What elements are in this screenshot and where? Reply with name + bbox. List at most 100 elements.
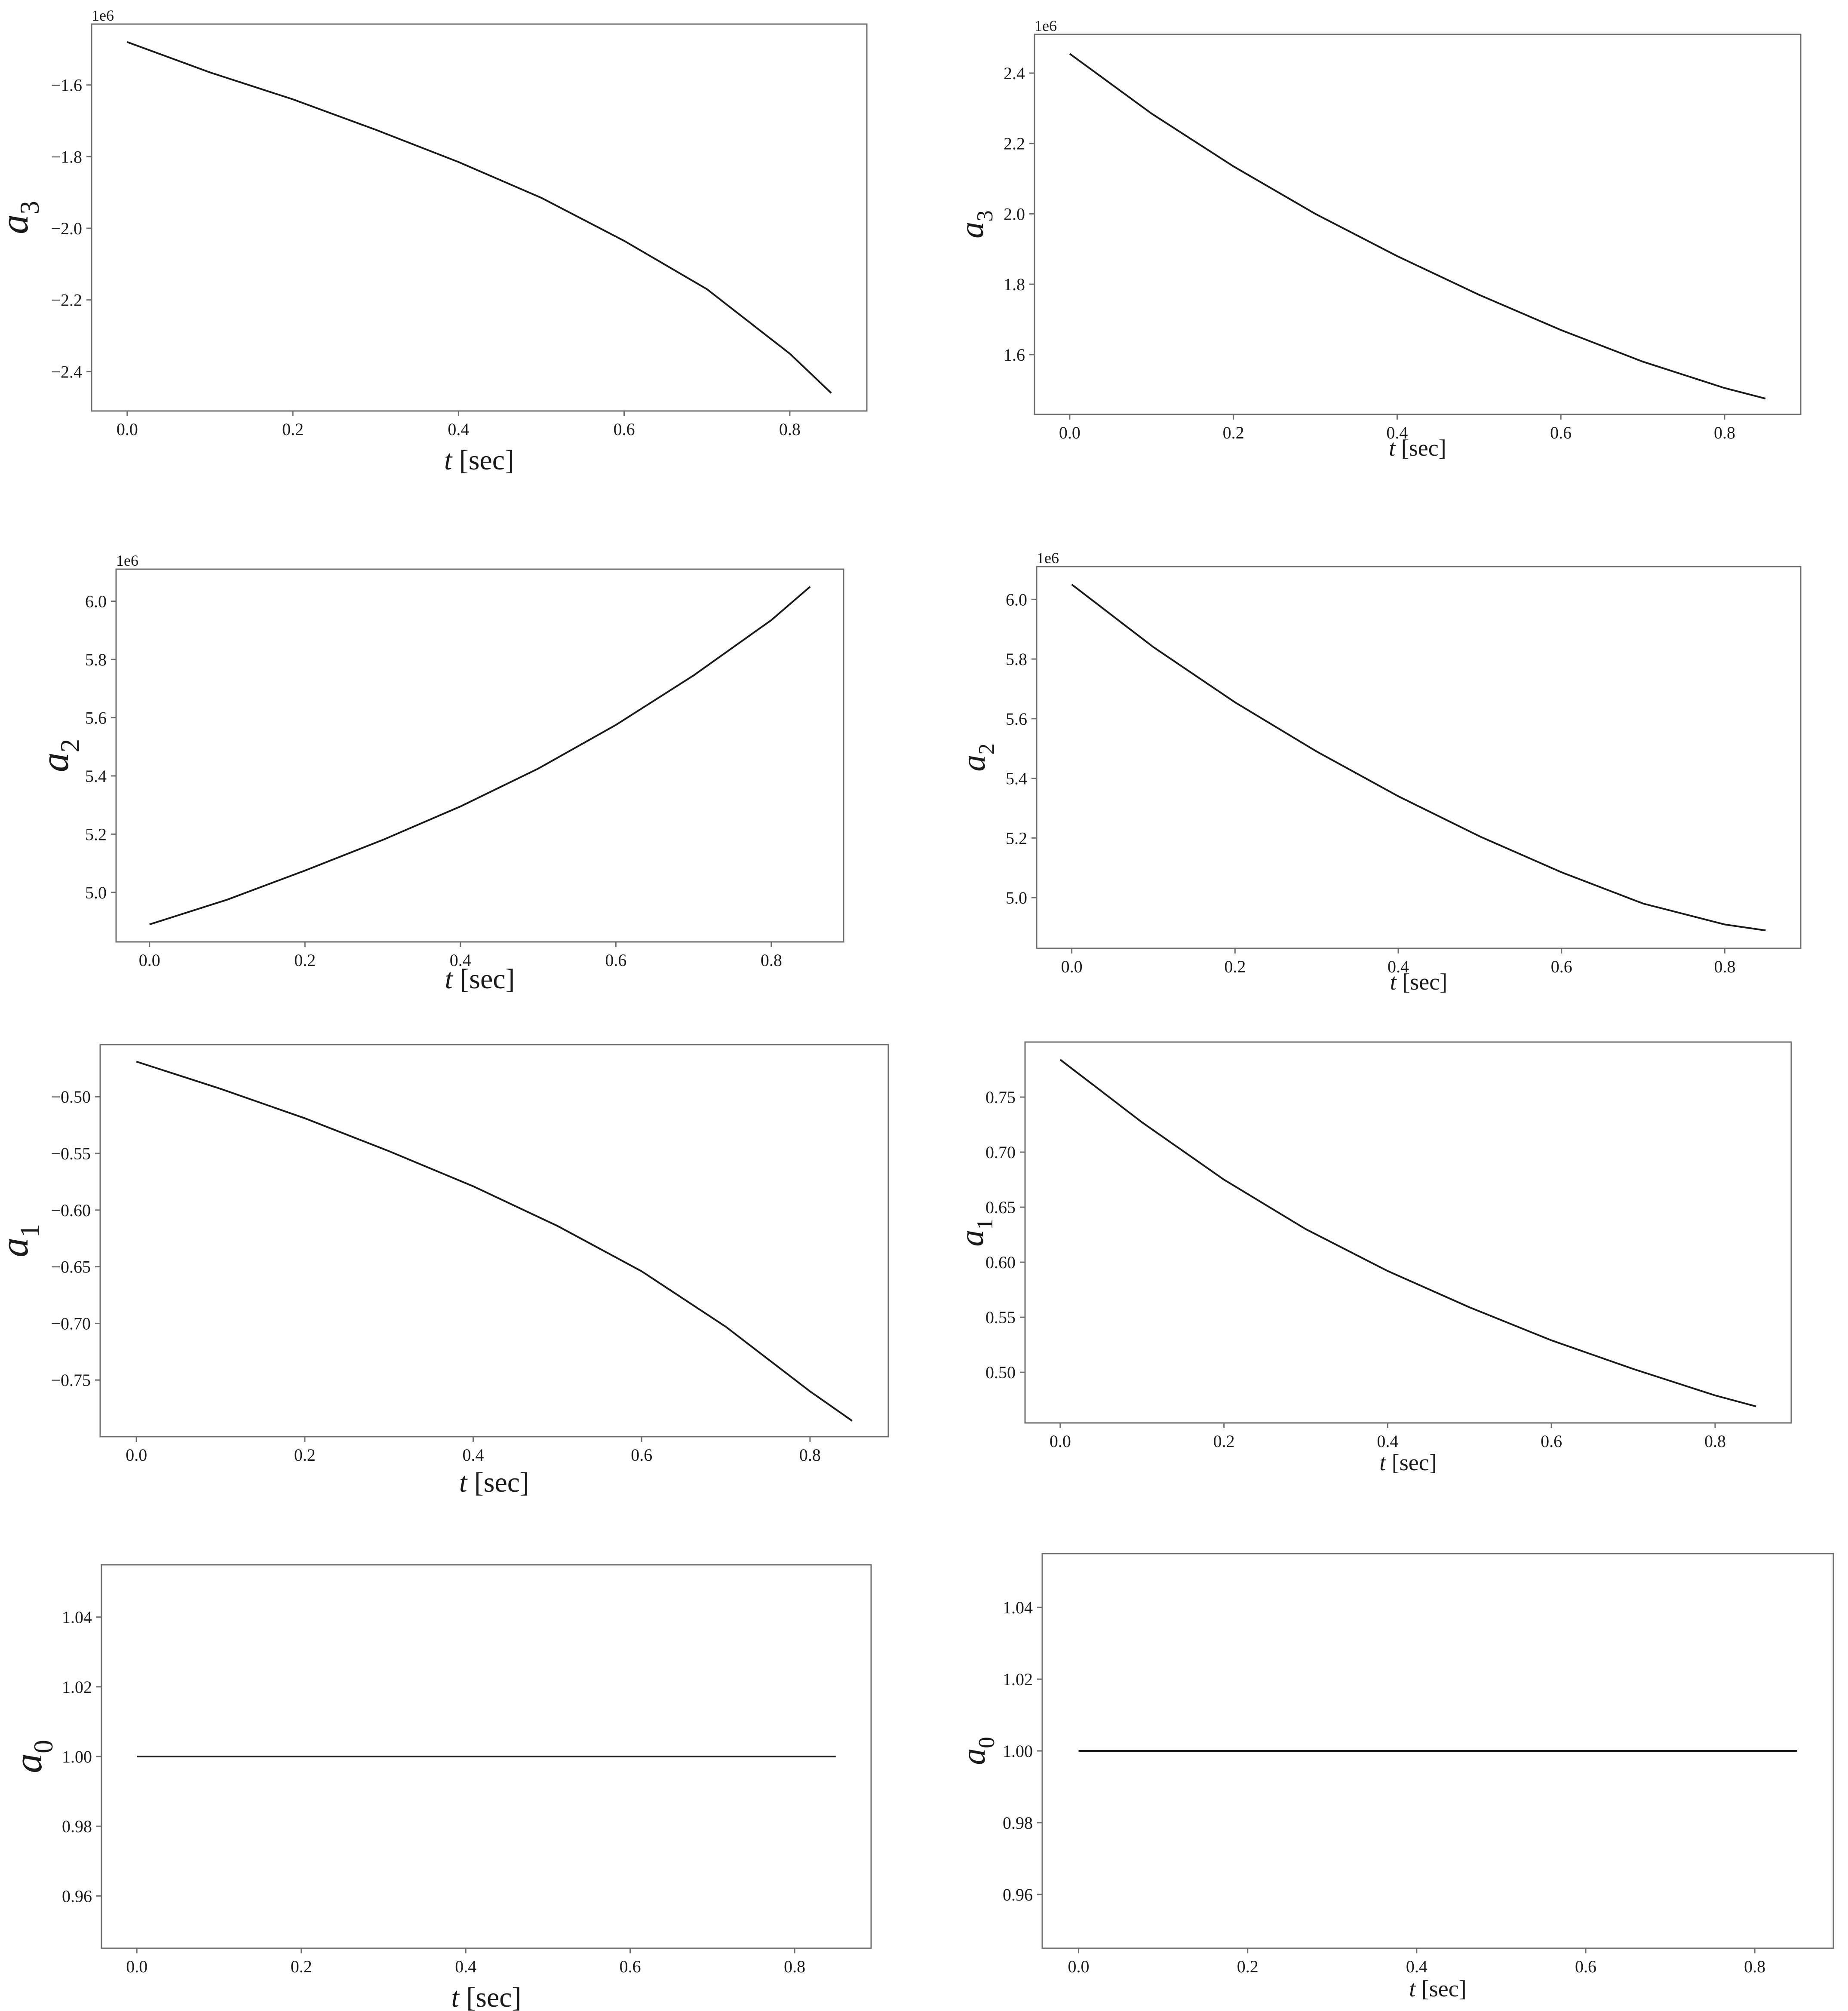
x-axis-variable: t — [1390, 969, 1397, 995]
x-tick-label: 0.4 — [455, 1957, 476, 1976]
y-tick-label: 0.65 — [985, 1198, 1016, 1217]
y-tick-label: 1.00 — [1003, 1741, 1033, 1761]
x-axis-label: t [sec] — [1389, 435, 1446, 461]
x-axis-unit: [sec] — [453, 963, 515, 995]
subplot-right-a2: 0.0 0.2 0.4 0.6 0.8 5.0 5.2 5.4 5.6 5.8 6.0 1e6 t [s… — [955, 549, 1802, 995]
x-axis-unit: [sec] — [459, 1982, 522, 2011]
x-tick-label: 0.2 — [291, 1957, 312, 1976]
y-offset-label: 1e6 — [1037, 549, 1059, 567]
x-axis-label: t [sec] — [444, 445, 514, 476]
y-tick-label: 5.4 — [1006, 769, 1027, 788]
x-tick-label: 0.4 — [1388, 957, 1409, 976]
y-axis-symbol: a — [6, 1753, 50, 1773]
y-tick-label: 1.02 — [1003, 1670, 1033, 1689]
x-axis-unit: [sec] — [1386, 1450, 1437, 1475]
x-tick-label: 0.6 — [1541, 1432, 1562, 1451]
x-axis-unit: [sec] — [1415, 1976, 1466, 2002]
x-tick-label: 0.0 — [139, 950, 160, 970]
plot-frame — [1036, 566, 1802, 949]
y-tick-label: 0.96 — [1003, 1885, 1033, 1904]
y-axis-symbol: a — [953, 222, 990, 239]
y-axis-symbol: a — [955, 755, 992, 772]
x-tick-label: 0.6 — [1550, 423, 1572, 442]
y-tick-label: 1.04 — [62, 1608, 92, 1627]
y-tick-label: 5.2 — [85, 825, 107, 844]
x-axis-variable: t — [444, 445, 453, 476]
y-tick-label: −0.70 — [51, 1314, 91, 1333]
y-tick-label: −0.55 — [51, 1144, 91, 1163]
y-axis-label: a2 — [955, 743, 999, 772]
y-tick-label: 0.55 — [985, 1308, 1016, 1327]
x-tick-label: 0.2 — [282, 420, 304, 439]
y-tick-label: 1.02 — [62, 1677, 92, 1697]
x-tick-label: 0.4 — [450, 950, 471, 970]
x-tick-label: 0.8 — [779, 420, 801, 439]
subplot-right-a1: 0.0 0.2 0.4 0.6 0.8 0.50 0.55 0.60 0.65 0.70 0.75 t… — [953, 1041, 1792, 1475]
subplot-right-a0: 0.0 0.2 0.4 0.6 0.8 0.96 0.98 1.00 1.02 1.04 t [se… — [955, 1553, 1834, 2002]
y-axis-label: a2 — [33, 739, 85, 773]
x-tick-label: 0.2 — [1237, 1957, 1259, 1976]
subplot-right-a3: 0.0 0.2 0.4 0.6 0.8 1.6 1.8 2.0 2.2 2.4 1e6 t [sec]… — [953, 17, 1802, 461]
y-axis-symbol: a — [33, 752, 77, 772]
y-tick-label: 6.0 — [1006, 590, 1027, 609]
x-axis-label: t [sec] — [1390, 969, 1447, 995]
y-axis-symbol: a — [955, 1748, 992, 1765]
y-offset-label: 1e6 — [1035, 17, 1057, 34]
x-axis-variable: t — [459, 1467, 468, 1498]
x-tick-label: 0.6 — [631, 1445, 652, 1465]
x-axis-label: t [sec] — [1409, 1976, 1466, 2002]
x-tick-label: 0.0 — [1050, 1432, 1071, 1451]
y-tick-label: 2.4 — [1004, 64, 1025, 83]
y-axis-symbol: a — [953, 1230, 990, 1247]
y-tick-label: 0.70 — [985, 1143, 1016, 1162]
y-tick-label: −2.0 — [51, 219, 82, 238]
x-tick-label: 0.4 — [463, 1445, 484, 1465]
y-tick-label: −0.65 — [51, 1257, 91, 1277]
y-tick-label: 5.8 — [1006, 650, 1027, 669]
x-axis-variable: t — [1389, 435, 1396, 461]
x-tick-label: 0.4 — [1377, 1432, 1398, 1451]
y-axis-subscript: 3 — [973, 210, 998, 222]
x-tick-label: 0.2 — [294, 950, 316, 970]
x-tick-label: 0.8 — [1714, 957, 1735, 976]
x-tick-label: 0.8 — [784, 1957, 805, 1976]
y-tick-label: 5.8 — [85, 650, 107, 669]
y-tick-label: 5.4 — [85, 766, 107, 786]
y-axis-subscript: 3 — [15, 201, 45, 215]
series-line — [1069, 53, 1766, 400]
x-tick-label: 0.0 — [126, 1957, 147, 1976]
y-axis-subscript: 2 — [55, 739, 85, 753]
x-tick-label: 0.2 — [1224, 957, 1246, 976]
plot-frame — [99, 1044, 889, 1438]
y-offset-label: 1e6 — [116, 552, 138, 569]
x-axis-unit: [sec] — [467, 1467, 529, 1498]
x-tick-label: 0.2 — [1213, 1432, 1235, 1451]
y-axis-label: a3 — [0, 201, 45, 234]
x-axis-label: t [sec] — [459, 1467, 529, 1498]
x-axis-unit: [sec] — [452, 445, 514, 476]
y-axis-label: a3 — [953, 210, 998, 239]
y-tick-label: 1.00 — [62, 1747, 92, 1766]
y-tick-label: 1.04 — [1003, 1598, 1033, 1617]
y-axis-subscript: 1 — [15, 1224, 45, 1238]
x-tick-label: 0.6 — [1551, 957, 1572, 976]
y-tick-label: −2.4 — [51, 362, 82, 381]
y-axis-label: a0 — [6, 1740, 58, 1773]
y-axis-subscript: 0 — [28, 1740, 58, 1753]
y-tick-label: −0.50 — [51, 1087, 91, 1107]
x-tick-label: 0.4 — [1406, 1957, 1427, 1976]
y-tick-label: 0.50 — [985, 1363, 1016, 1382]
x-tick-label: 0.8 — [1704, 1432, 1726, 1451]
x-tick-label: 0.6 — [614, 420, 635, 439]
x-tick-label: 0.4 — [1386, 423, 1408, 442]
x-tick-label: 0.6 — [1575, 1957, 1596, 1976]
y-tick-label: 5.2 — [1006, 828, 1027, 848]
series-line — [149, 586, 811, 926]
x-axis-label: t [sec] — [445, 963, 515, 995]
subplot-left-a2: 0.0 0.2 0.4 0.6 0.8 5.0 5.2 5.4 5.6 5.8 6.0 1e6 t [s… — [33, 552, 844, 995]
y-axis-label: a1 — [953, 1218, 998, 1247]
series-line — [136, 1061, 853, 1422]
x-tick-label: 0.8 — [761, 950, 782, 970]
y-tick-label: 2.0 — [1004, 204, 1025, 224]
